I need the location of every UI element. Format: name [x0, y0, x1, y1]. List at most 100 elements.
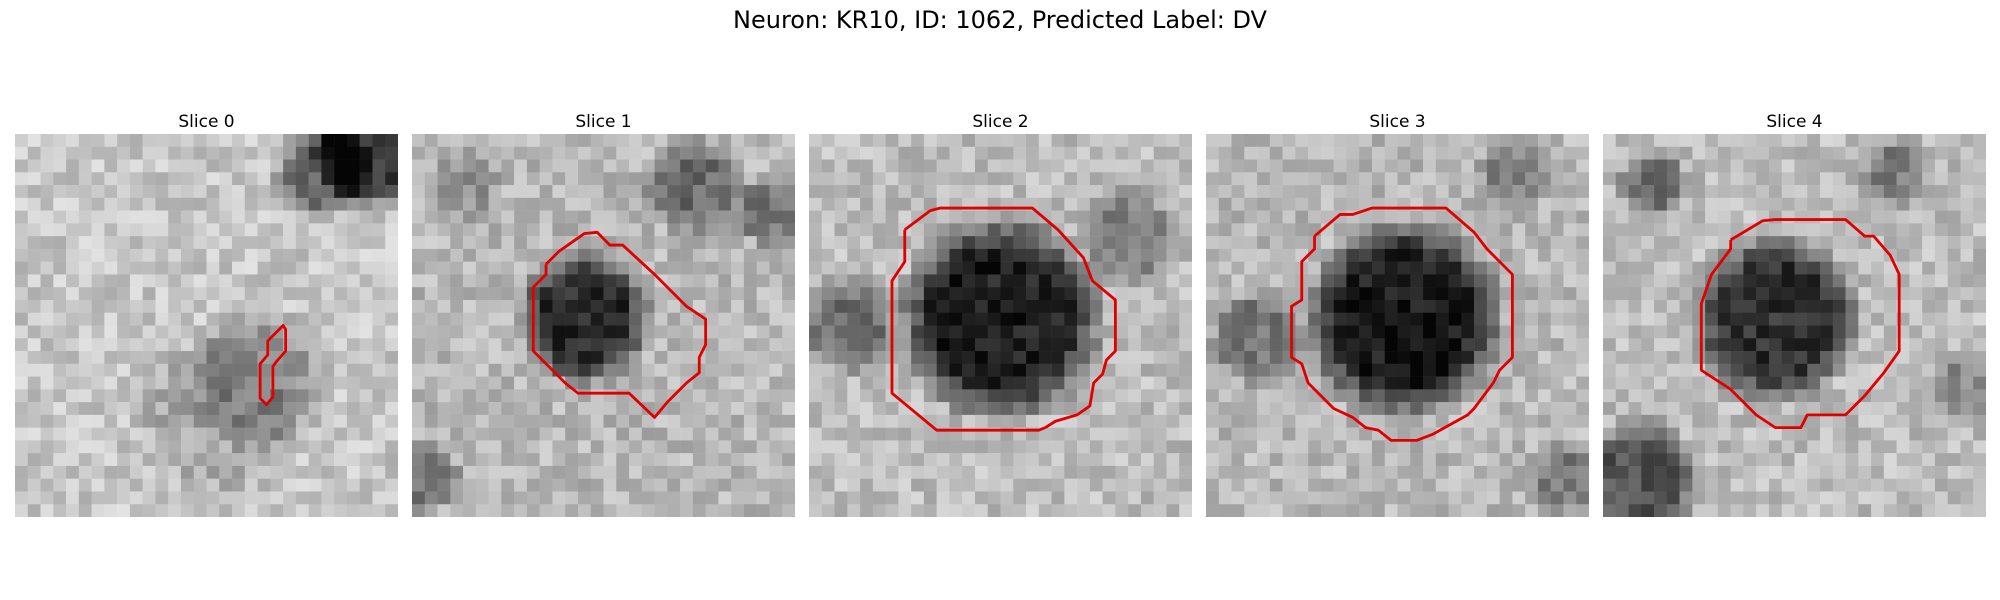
image-pixel	[41, 377, 54, 390]
image-pixel	[1115, 466, 1128, 479]
image-pixel	[949, 223, 962, 236]
image-pixel	[552, 428, 565, 441]
image-pixel	[412, 262, 425, 275]
image-pixel	[1884, 453, 1897, 466]
image-pixel	[1922, 466, 1935, 479]
image-pixel	[130, 198, 143, 211]
image-pixel	[744, 326, 757, 339]
image-pixel	[1321, 479, 1334, 492]
image-pixel	[245, 287, 258, 300]
image-pixel	[41, 389, 54, 402]
image-pixel	[873, 351, 886, 364]
image-pixel	[41, 262, 54, 275]
image-pixel	[757, 172, 770, 185]
image-pixel	[1064, 491, 1077, 504]
image-pixel	[232, 364, 245, 377]
image-pixel	[1052, 198, 1065, 211]
image-pixel	[1232, 300, 1245, 313]
image-pixel	[706, 466, 719, 479]
image-pixel	[1001, 351, 1014, 364]
image-pixel	[1654, 262, 1667, 275]
image-pixel	[782, 491, 795, 504]
image-pixel	[104, 185, 117, 198]
image-pixel	[1001, 287, 1014, 300]
image-pixel	[1769, 377, 1782, 390]
image-pixel	[117, 377, 130, 390]
image-pixel	[15, 223, 28, 236]
image-pixel	[1909, 134, 1922, 147]
image-pixel	[1500, 236, 1513, 249]
image-pixel	[1013, 160, 1026, 173]
image-pixel	[782, 479, 795, 492]
image-pixel	[360, 223, 373, 236]
image-pixel	[616, 338, 629, 351]
image-pixel	[1206, 326, 1219, 339]
image-pixel	[309, 134, 322, 147]
image-pixel	[873, 402, 886, 415]
image-pixel	[616, 172, 629, 185]
image-pixel	[1052, 134, 1065, 147]
image-pixel	[744, 262, 757, 275]
image-pixel	[898, 326, 911, 339]
image-pixel	[1667, 300, 1680, 313]
image-pixel	[514, 274, 527, 287]
image-pixel	[489, 185, 502, 198]
image-pixel	[642, 160, 655, 173]
image-pixel	[66, 377, 79, 390]
image-pixel	[822, 402, 835, 415]
image-pixel	[757, 198, 770, 211]
image-pixel	[1705, 313, 1718, 326]
image-pixel	[1641, 338, 1654, 351]
image-pixel	[194, 172, 207, 185]
image-pixel	[1807, 504, 1820, 517]
image-pixel	[1807, 185, 1820, 198]
image-pixel	[1232, 479, 1245, 492]
image-pixel	[1026, 274, 1039, 287]
image-pixel	[693, 147, 706, 160]
image-pixel	[347, 262, 360, 275]
image-pixel	[219, 351, 232, 364]
image-pixel	[1219, 262, 1232, 275]
image-pixel	[1563, 274, 1576, 287]
image-pixel	[372, 198, 385, 211]
image-pixel	[425, 479, 438, 492]
image-pixel	[1909, 172, 1922, 185]
image-pixel	[757, 415, 770, 428]
image-pixel	[514, 389, 527, 402]
image-pixel	[438, 223, 451, 236]
image-pixel	[1538, 262, 1551, 275]
image-pixel	[809, 491, 822, 504]
image-pixel	[1064, 160, 1077, 173]
image-pixel	[1884, 134, 1897, 147]
image-pixel	[1512, 326, 1525, 339]
image-pixel	[782, 172, 795, 185]
image-pixel	[104, 262, 117, 275]
image-pixel	[1115, 313, 1128, 326]
image-pixel	[629, 491, 642, 504]
image-pixel	[79, 504, 92, 517]
image-pixel	[476, 274, 489, 287]
image-pixel	[1960, 287, 1973, 300]
image-pixel	[476, 351, 489, 364]
image-pixel	[835, 389, 848, 402]
image-pixel	[693, 479, 706, 492]
image-pixel	[1769, 313, 1782, 326]
image-pixel	[655, 364, 668, 377]
image-pixel	[1039, 377, 1052, 390]
image-pixel	[425, 313, 438, 326]
image-pixel	[540, 274, 553, 287]
image-pixel	[1756, 249, 1769, 262]
image-pixel	[1436, 479, 1449, 492]
image-pixel	[232, 262, 245, 275]
image-pixel	[911, 287, 924, 300]
image-pixel	[1705, 428, 1718, 441]
image-pixel	[1206, 249, 1219, 262]
image-pixel	[949, 287, 962, 300]
image-pixel	[1846, 428, 1859, 441]
image-pixel	[1576, 466, 1589, 479]
image-pixel	[1423, 313, 1436, 326]
image-pixel	[79, 223, 92, 236]
image-pixel	[476, 338, 489, 351]
image-pixel	[860, 351, 873, 364]
image-pixel	[1270, 428, 1283, 441]
